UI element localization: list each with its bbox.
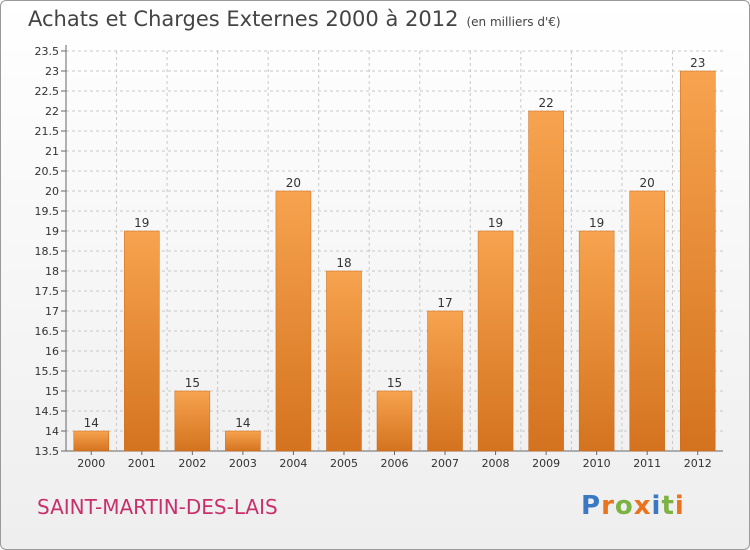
y-tick-label: 16 <box>45 345 59 358</box>
bar-value-label: 20 <box>286 176 301 190</box>
x-tick-label: 2004 <box>279 457 307 470</box>
y-tick-label: 16.5 <box>35 325 60 338</box>
y-tick-label: 18 <box>45 265 59 278</box>
bar-value-label: 15 <box>387 376 402 390</box>
y-tick-label: 22 <box>45 105 59 118</box>
bar-value-label: 20 <box>640 176 655 190</box>
y-tick-label: 17 <box>45 305 59 318</box>
bar-2010 <box>578 230 615 452</box>
x-tick-label: 2005 <box>330 457 358 470</box>
bar-2012 <box>679 70 716 452</box>
bar-2006 <box>376 390 413 452</box>
bar-2011 <box>629 190 665 452</box>
bar-2000 <box>73 430 110 452</box>
bar-value-label: 14 <box>84 416 99 430</box>
x-tick-label: 2011 <box>633 457 661 470</box>
label-layer: 14 19 15 14 20 18 15 17 19 22 19 20 23 <box>84 56 706 430</box>
bar-2002 <box>174 390 211 452</box>
y-tick-label: 15.5 <box>35 365 60 378</box>
x-tick-label: 2006 <box>381 457 409 470</box>
logo-letter: r <box>601 491 615 521</box>
y-tick-label: 18.5 <box>35 245 60 258</box>
bar-value-label: 23 <box>690 56 705 70</box>
y-tick-label: 22.5 <box>35 85 60 98</box>
commune-name: SAINT-MARTIN-DES-LAIS <box>37 495 278 519</box>
bar-2004 <box>275 190 312 452</box>
chart-subtitle: (en milliers d'€) <box>466 15 561 29</box>
x-tick-label: 2007 <box>431 457 459 470</box>
bar-value-label: 15 <box>185 376 200 390</box>
bar-2008 <box>477 230 514 452</box>
chart-title-text: Achats et Charges Externes 2000 à 2012 <box>28 7 459 31</box>
proxiti-logo: Proxiti <box>581 491 685 521</box>
x-tick-label: 2012 <box>684 457 712 470</box>
x-tick-label: 2000 <box>77 457 105 470</box>
x-tick-label: 2001 <box>128 457 156 470</box>
x-tick-label: 2003 <box>229 457 257 470</box>
bar-2003 <box>225 430 261 452</box>
logo-letter: t <box>661 491 675 521</box>
bar-layer <box>73 70 716 452</box>
bar-value-label: 19 <box>589 216 604 230</box>
bar-value-label: 14 <box>235 416 250 430</box>
y-tick-label: 20.5 <box>35 165 60 178</box>
bar-2009 <box>528 110 564 452</box>
bar-value-label: 17 <box>437 296 452 310</box>
logo-letter: i <box>674 491 685 521</box>
y-tick-label: 21 <box>45 145 59 158</box>
y-tick-label: 14.5 <box>35 405 60 418</box>
bar-value-label: 19 <box>488 216 503 230</box>
logo-letter: x <box>633 491 652 521</box>
y-tick-label: 15 <box>45 385 59 398</box>
x-tick-label: 2002 <box>178 457 206 470</box>
y-tick-label: 13.5 <box>35 445 60 458</box>
x-tick-label: 2008 <box>482 457 510 470</box>
logo-letter: i <box>651 491 662 521</box>
y-tick-label: 14 <box>45 425 59 438</box>
bar-2001 <box>124 230 160 452</box>
bar-value-label: 18 <box>336 256 351 270</box>
bar-2005 <box>326 270 362 452</box>
bar-value-label: 22 <box>538 96 553 110</box>
y-tick-label: 23 <box>45 65 59 78</box>
y-tick-label: 17.5 <box>35 285 60 298</box>
y-tick-label: 21.5 <box>35 125 60 138</box>
bar-value-label: 19 <box>134 216 149 230</box>
x-tick-label: 2009 <box>532 457 560 470</box>
y-tick-label: 19.5 <box>35 205 60 218</box>
logo-letter: o <box>614 491 634 521</box>
bar-2007 <box>427 310 463 452</box>
y-tick-label: 23.5 <box>35 45 60 58</box>
logo-letter: P <box>581 491 602 521</box>
chart-title: Achats et Charges Externes 2000 à 2012 (e… <box>28 7 561 31</box>
y-tick-label: 19 <box>45 225 59 238</box>
x-tick-label: 2010 <box>583 457 611 470</box>
y-tick-label: 20 <box>45 185 59 198</box>
